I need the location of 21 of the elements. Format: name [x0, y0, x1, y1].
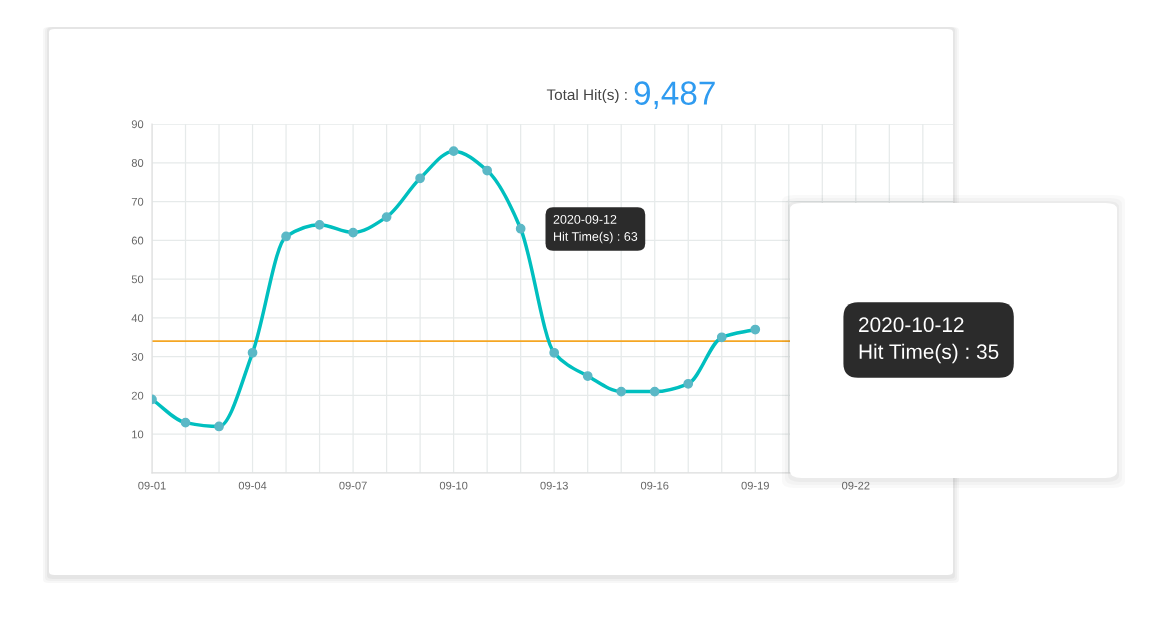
annotation: 2020-09-12 Hit Time(s) : 63 [553, 214, 638, 244]
y-tick-label: 50 [131, 275, 144, 284]
x-tick-label: 09-19 [741, 481, 769, 490]
x-tick-label: 09-01 [138, 481, 166, 490]
x-tick-label: 09-10 [439, 481, 468, 490]
x-tick-label: 09-16 [640, 481, 669, 490]
y-tick-label: 70 [131, 197, 144, 206]
chart-title: Total Hit(s) : [546, 88, 627, 104]
y-tick-label: 60 [131, 236, 144, 245]
y-tick-label: 20 [131, 391, 144, 400]
chart-subtitle: 9,487 [634, 81, 715, 109]
y-tick-label: 90 [131, 120, 144, 129]
y-tick-label: 80 [131, 159, 144, 167]
x-tick-label: 09-04 [238, 481, 267, 490]
x-tick-label: 09-07 [339, 481, 367, 490]
y-tick-label: 40 [131, 314, 144, 323]
x-tick-label: 09-22 [842, 481, 870, 490]
annotation: 2020-10-12 Hit Time(s) : 35 [859, 317, 999, 364]
y-tick-label: 30 [131, 352, 144, 361]
y-tick-label: 10 [132, 430, 144, 439]
x-tick-label: 09-13 [540, 481, 568, 490]
